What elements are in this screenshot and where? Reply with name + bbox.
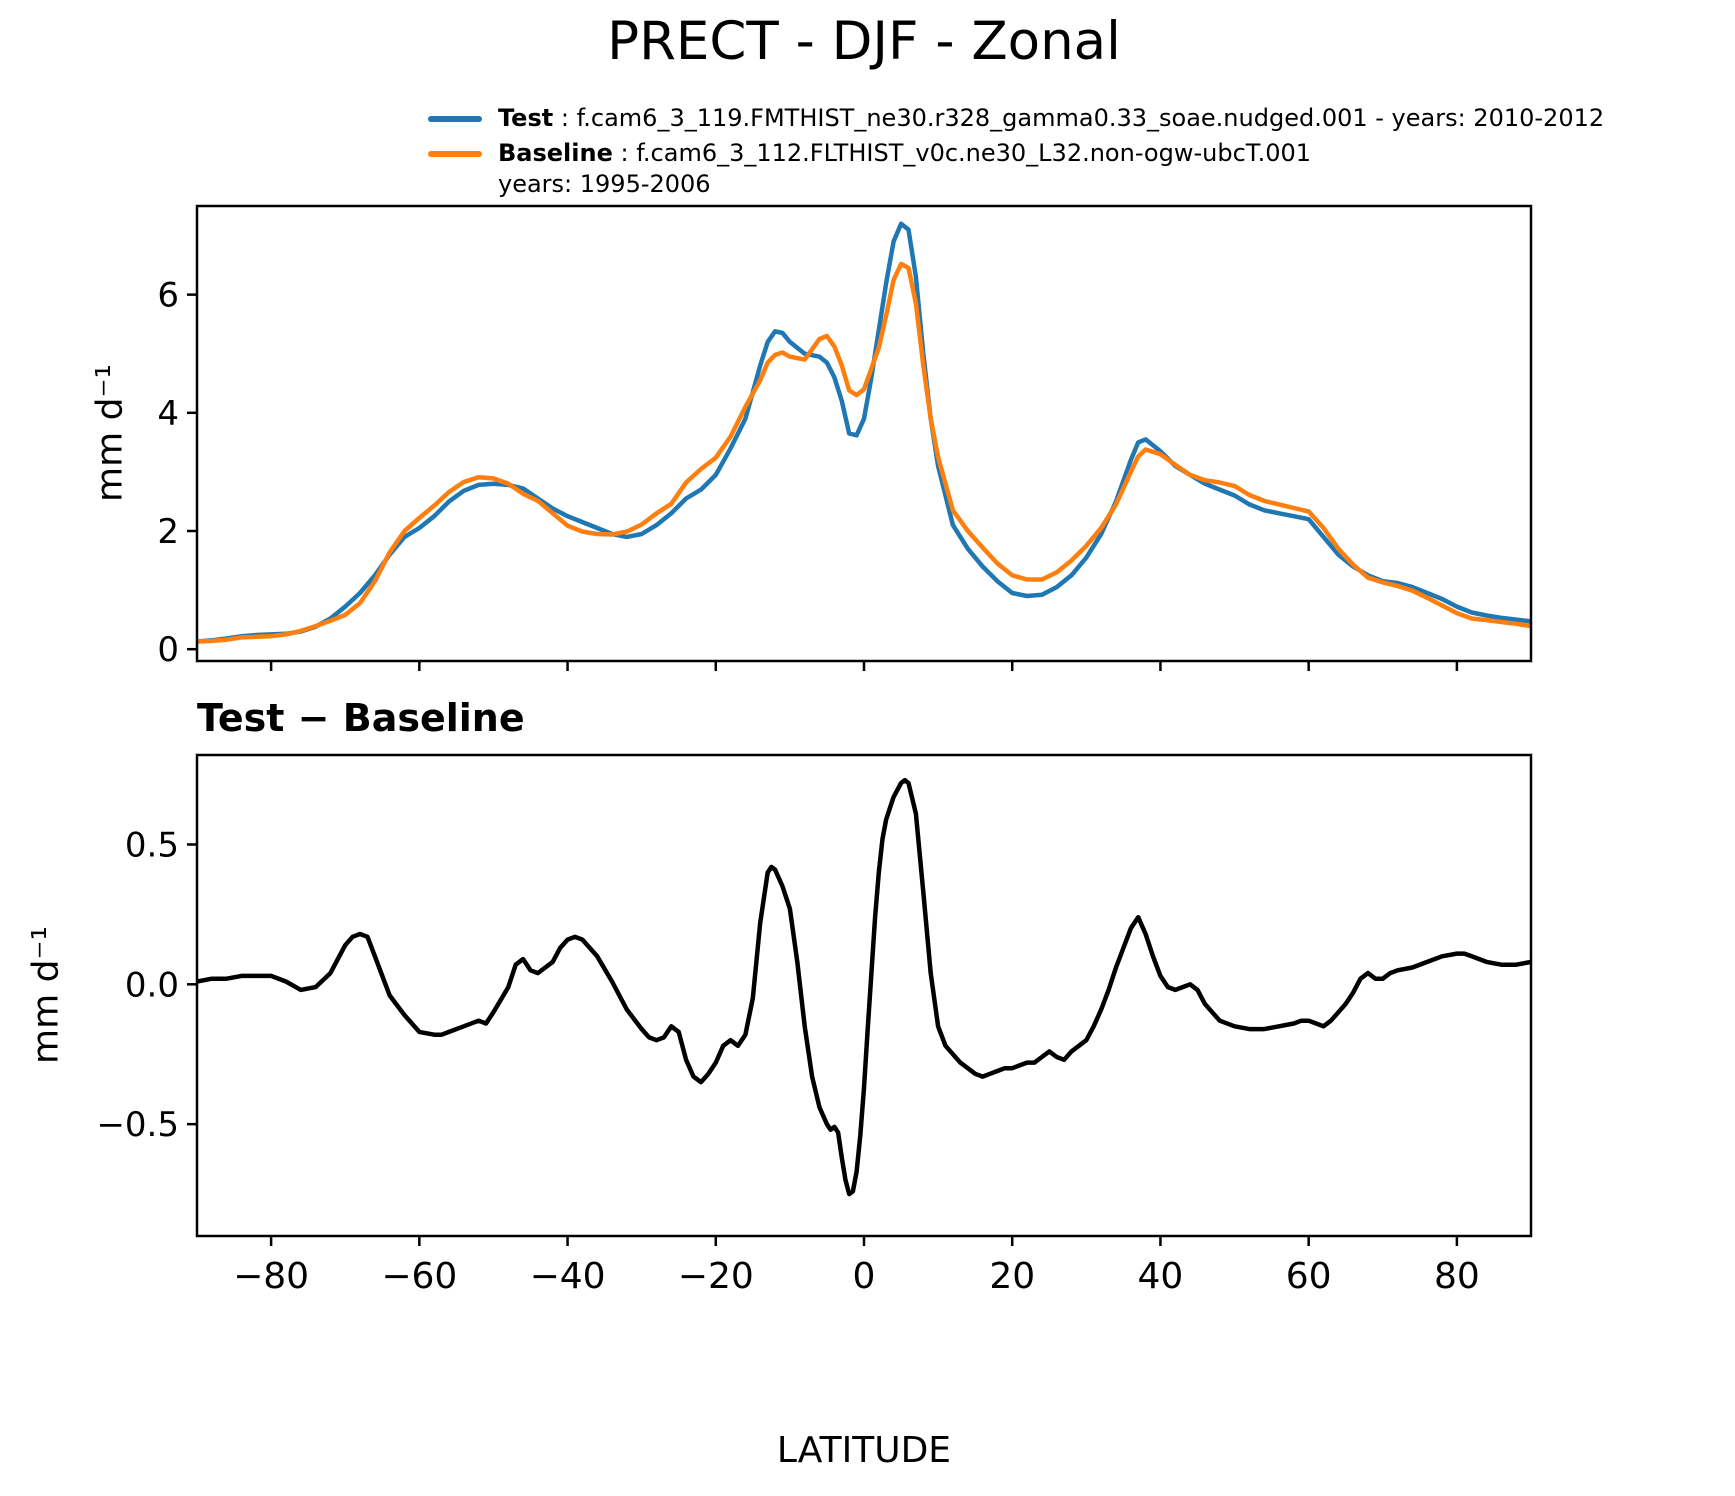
y-tick-label: 0.5 [125, 825, 179, 865]
legend-item-test-text: Test : f.cam6_3_119.FMTHIST_ne30.r328_ga… [498, 103, 1604, 134]
x-tick-label: −40 [530, 1256, 606, 1297]
x-tick-label: 20 [989, 1256, 1035, 1297]
y-tick-label: −0.5 [96, 1105, 179, 1145]
legend-test-label: Test [498, 104, 554, 132]
x-tick-label: 80 [1434, 1256, 1480, 1297]
legend-baseline-years: years: 1995-2006 [498, 170, 711, 198]
x-tick-label: 0 [853, 1256, 876, 1297]
x-tick-label: −80 [233, 1256, 309, 1297]
bottom-line-test-minus-baseline [197, 777, 1531, 1197]
x-axis-label: LATITUDE [776, 1430, 952, 1471]
y-tick-label: 4 [157, 394, 179, 434]
top-panel: 0 2 4 6 [157, 204, 1533, 671]
bottom-panel: −80 −60 −40 −20 0 20 40 60 80 −0.5 0.0 0.5 [96, 753, 1533, 1297]
y-tick-label: 0 [157, 630, 179, 670]
y-tick-label: 6 [157, 276, 179, 316]
legend-test-desc: : f.cam6_3_119.FMTHIST_ne30.r328_gamma0.… [553, 104, 1605, 132]
legend-item-test: Test : f.cam6_3_119.FMTHIST_ne30.r328_ga… [428, 103, 1604, 134]
test-line-swatch [428, 116, 482, 122]
x-tick-label: 60 [1286, 1256, 1332, 1297]
y-tick-label: 0.0 [125, 965, 179, 1005]
top-axes-frame [195, 204, 1533, 663]
x-tick-label: −20 [678, 1256, 754, 1297]
legend-baseline-label: Baseline [498, 139, 613, 167]
y-tick-label: 2 [157, 512, 179, 552]
legend-baseline-desc: : f.cam6_3_112.FLTHIST_v0c.ne30_L32.non-… [612, 139, 1312, 167]
top-line-baseline [197, 261, 1531, 644]
difference-panel-title: Test − Baseline [197, 696, 525, 740]
legend: Test : f.cam6_3_119.FMTHIST_ne30.r328_ga… [428, 103, 1604, 204]
top-line-test [197, 221, 1531, 644]
baseline-line-swatch [428, 151, 482, 157]
legend-item-baseline: Baseline : f.cam6_3_112.FLTHIST_v0c.ne30… [428, 138, 1604, 200]
chart-title: PRECT - DJF - Zonal [607, 11, 1121, 72]
legend-item-baseline-text: Baseline : f.cam6_3_112.FLTHIST_v0c.ne30… [498, 138, 1311, 200]
x-tick-label: 40 [1138, 1256, 1184, 1297]
bottom-axes-frame [195, 753, 1533, 1238]
x-tick-label: −60 [381, 1256, 457, 1297]
